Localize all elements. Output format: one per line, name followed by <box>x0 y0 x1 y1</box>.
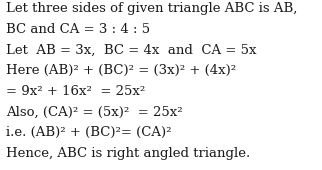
Text: Hence, ABC is right angled triangle.: Hence, ABC is right angled triangle. <box>6 147 250 160</box>
Text: BC and CA = 3 : 4 : 5: BC and CA = 3 : 4 : 5 <box>6 23 150 36</box>
Text: Let  AB = 3x,  BC = 4x  and  CA = 5x: Let AB = 3x, BC = 4x and CA = 5x <box>6 43 256 56</box>
Text: Let three sides of given triangle ABC is AB,: Let three sides of given triangle ABC is… <box>6 2 297 15</box>
Text: i.e. (AB)² + (BC)²= (CA)²: i.e. (AB)² + (BC)²= (CA)² <box>6 126 171 139</box>
Text: Here (AB)² + (BC)² = (3x)² + (4x)²: Here (AB)² + (BC)² = (3x)² + (4x)² <box>6 64 236 77</box>
Text: = 9x² + 16x²  = 25x²: = 9x² + 16x² = 25x² <box>6 85 145 98</box>
Text: Also, (CA)² = (5x)²  = 25x²: Also, (CA)² = (5x)² = 25x² <box>6 106 183 119</box>
